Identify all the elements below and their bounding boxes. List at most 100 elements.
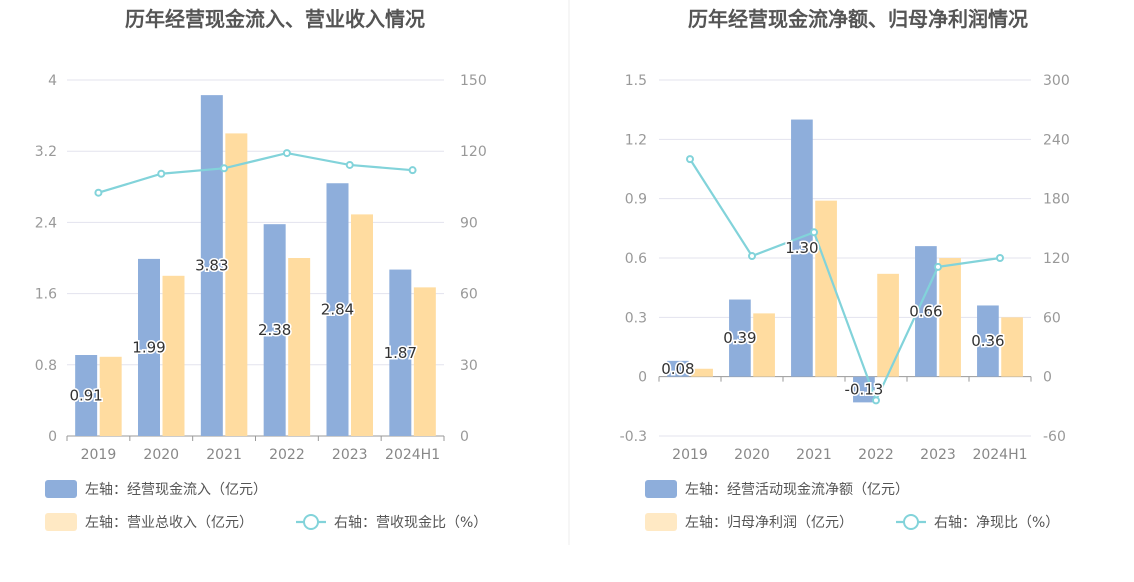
bar-primary-2019[interactable] xyxy=(667,360,689,377)
chart-title: 历年经营现金流净额、归母净利润情况 xyxy=(688,7,1028,31)
y-left-tick-label: 0.3 xyxy=(625,310,647,326)
legend-swatch-bar[interactable] xyxy=(645,513,677,531)
line-point-2020[interactable] xyxy=(157,169,166,178)
x-tick-label: 2021 xyxy=(796,447,832,463)
bar-secondary-2022[interactable] xyxy=(288,258,311,436)
x-tick-label: 2022 xyxy=(269,447,305,463)
bar-primary-2021[interactable] xyxy=(200,95,223,436)
line-point-2023[interactable] xyxy=(934,262,942,271)
x-tick-label: 2024H1 xyxy=(385,447,440,463)
bar-secondary-2024H1[interactable] xyxy=(413,287,436,436)
bar-primary-2020[interactable] xyxy=(138,258,160,436)
y-left-tick-label: 0 xyxy=(48,429,57,445)
y-left-tick-label: 1.2 xyxy=(625,132,647,148)
y-right-tick-label: 30 xyxy=(460,358,478,374)
bar-primary-2023[interactable] xyxy=(326,183,349,436)
bar-secondary-2023[interactable] xyxy=(351,214,373,436)
legend-label[interactable]: 右轴：净现比（%） xyxy=(934,515,1059,531)
legend-label[interactable]: 左轴：经营现金流入（亿元） xyxy=(85,482,267,498)
bar-secondary-2019[interactable] xyxy=(99,356,122,436)
line-point-2022[interactable] xyxy=(872,396,880,405)
x-tick-label: 2022 xyxy=(858,447,894,463)
data-label: 2.84 xyxy=(321,301,354,319)
bar-primary-2024H1[interactable] xyxy=(389,269,412,436)
bar-secondary-2021[interactable] xyxy=(225,133,248,436)
data-label: 1.87 xyxy=(384,344,417,362)
y-right-tick-label: 240 xyxy=(1043,132,1070,148)
legend-swatch-bar[interactable] xyxy=(645,480,677,498)
data-label: 2.38 xyxy=(258,321,291,339)
y-right-tick-label: 90 xyxy=(460,215,478,231)
y-left-tick-label: 0.8 xyxy=(35,358,57,374)
line-point-2022[interactable] xyxy=(282,149,291,158)
y-left-tick-label: 4 xyxy=(48,73,57,89)
legend-label[interactable]: 左轴：经营活动现金流净额（亿元） xyxy=(685,482,909,498)
y-left-tick-label: 0.9 xyxy=(625,192,647,208)
chart-title: 历年经营现金流入、营业收入情况 xyxy=(125,7,425,31)
y-left-tick-label: 0 xyxy=(638,370,647,386)
x-tick-label: 2021 xyxy=(206,447,242,463)
y-left-tick-label: 1.5 xyxy=(625,73,647,89)
legend-label[interactable]: 右轴：营收现金比（%） xyxy=(334,515,487,531)
data-label: 0.36 xyxy=(971,332,1004,350)
y-right-tick-label: 150 xyxy=(460,73,487,89)
bar-primary-2024H1[interactable] xyxy=(977,305,999,377)
y-right-tick-label: 0 xyxy=(460,429,469,445)
bar-secondary-2022[interactable] xyxy=(877,273,899,377)
line-point-2020[interactable] xyxy=(748,252,756,261)
line-point-2021[interactable] xyxy=(220,164,229,173)
y-right-tick-label: -60 xyxy=(1043,429,1066,445)
bar-secondary-2019[interactable] xyxy=(691,368,713,377)
data-label: 0.66 xyxy=(909,302,942,320)
y-right-tick-label: 300 xyxy=(1043,73,1070,89)
y-left-tick-label: 2.4 xyxy=(35,215,57,231)
data-label: 0.39 xyxy=(723,329,756,347)
data-label: -0.13 xyxy=(845,381,884,399)
y-left-tick-label: 3.2 xyxy=(35,144,57,160)
bar-secondary-2020[interactable] xyxy=(162,275,185,436)
line-point-2019[interactable] xyxy=(686,155,694,164)
legend-swatch-bar[interactable] xyxy=(45,480,77,498)
line-point-2023[interactable] xyxy=(345,160,354,169)
line-series xyxy=(98,151,413,194)
y-right-tick-label: 60 xyxy=(460,287,478,303)
x-tick-label: 2024H1 xyxy=(972,447,1027,463)
bar-secondary-2021[interactable] xyxy=(815,200,837,377)
bar-primary-2020[interactable] xyxy=(729,299,751,377)
x-tick-label: 2020 xyxy=(143,447,179,463)
x-tick-label: 2023 xyxy=(332,447,368,463)
bar-primary-2022[interactable] xyxy=(263,224,286,436)
x-tick-label: 2019 xyxy=(672,447,708,463)
bar-primary-2021[interactable] xyxy=(791,119,813,377)
data-label: 1.99 xyxy=(132,338,165,356)
legend-swatch-line-marker[interactable] xyxy=(903,514,919,530)
legend-label[interactable]: 左轴：归母净利润（亿元） xyxy=(685,514,853,531)
y-right-tick-label: 60 xyxy=(1043,310,1061,326)
line-point-2019[interactable] xyxy=(94,188,103,197)
line-point-2021[interactable] xyxy=(810,228,818,237)
legend-swatch-bar[interactable] xyxy=(45,513,77,531)
line-point-2024H1[interactable] xyxy=(996,254,1004,262)
bar-primary-2019[interactable] xyxy=(75,355,98,436)
bar-secondary-2024H1[interactable] xyxy=(1001,317,1023,377)
legend-label[interactable]: 左轴：营业总收入（亿元） xyxy=(85,515,253,531)
x-tick-label: 2019 xyxy=(81,447,117,463)
bar-secondary-2020[interactable] xyxy=(753,313,775,377)
y-left-tick-label: 0.6 xyxy=(625,251,647,267)
y-right-tick-label: 180 xyxy=(1043,192,1070,208)
line-point-2024H1[interactable] xyxy=(408,166,417,175)
line-series xyxy=(689,158,1001,404)
bar-secondary-2023[interactable] xyxy=(939,258,961,377)
data-label: 1.30 xyxy=(785,239,818,257)
y-right-tick-label: 120 xyxy=(460,144,487,160)
y-left-tick-label: 1.6 xyxy=(35,287,57,303)
data-label: 0.91 xyxy=(69,387,102,405)
data-label: 3.83 xyxy=(195,257,228,275)
y-right-tick-label: 0 xyxy=(1043,370,1052,386)
data-label: 0.08 xyxy=(661,360,694,378)
x-tick-label: 2023 xyxy=(920,447,956,463)
y-right-tick-label: 120 xyxy=(1043,251,1070,267)
legend-swatch-line-marker[interactable] xyxy=(303,514,319,530)
